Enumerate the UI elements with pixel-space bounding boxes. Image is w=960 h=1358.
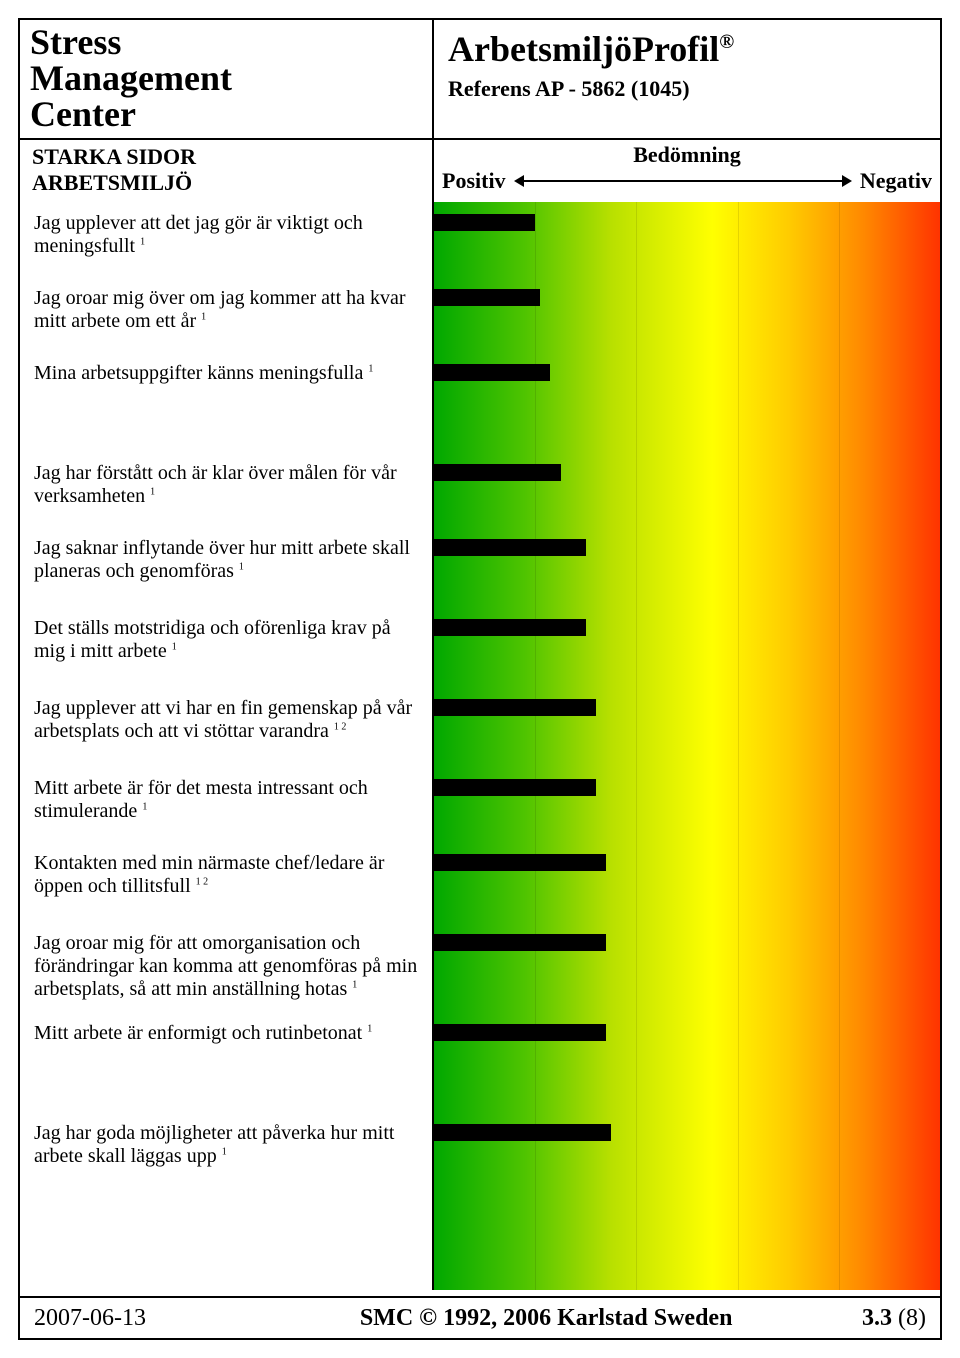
item-label: Jag oroar mig för att omorganisation och… [20, 932, 434, 1001]
frame: Stress Management Center ArbetsmiljöProf… [18, 18, 942, 1340]
value-bar [434, 619, 586, 636]
section-heading: STARKA SIDOR ARBETSMILJÖ [20, 140, 432, 202]
scale-header: Bedömning Positiv Negativ [434, 140, 940, 202]
body: STARKA SIDOR ARBETSMILJÖ Bedömning Posit… [20, 140, 940, 1290]
item-label: Jag saknar inflytande över hur mitt arbe… [20, 537, 434, 583]
value-bar [434, 364, 550, 381]
org-line-3: Center [30, 96, 422, 132]
item-label: Mitt arbete är för det mesta intressant … [20, 777, 434, 823]
footer-date: 2007-06-13 [34, 1305, 230, 1332]
item-label: Det ställs motstridiga och oförenliga kr… [20, 617, 434, 663]
org-line-1: Stress [30, 24, 422, 60]
item-label: Mitt arbete är enformigt och rutinbetona… [20, 1022, 434, 1045]
org-line-2: Management [30, 60, 422, 96]
value-bar [434, 464, 561, 481]
scale-left-label: Positiv [442, 168, 506, 194]
report-title: ArbetsmiljöProfil® [448, 28, 926, 70]
registered-mark: ® [719, 31, 734, 53]
value-bar [434, 699, 596, 716]
value-bar [434, 214, 535, 231]
items-area: Jag upplever att det jag gör är viktigt … [20, 202, 940, 1290]
value-bar [434, 539, 586, 556]
value-bar [434, 779, 596, 796]
header: Stress Management Center ArbetsmiljöProf… [20, 20, 940, 140]
item-label: Jag har goda möjligheter att påverka hur… [20, 1122, 434, 1168]
scale-title: Bedömning [442, 142, 932, 168]
page: Stress Management Center ArbetsmiljöProf… [0, 0, 960, 1358]
org-name: Stress Management Center [20, 20, 434, 138]
value-bar [434, 1024, 606, 1041]
value-bar [434, 289, 540, 306]
section-heading-line-2: ARBETSMILJÖ [32, 170, 420, 196]
scale-right-label: Negativ [860, 168, 932, 194]
item-label: Kontakten med min närmaste chef/ledare ä… [20, 852, 434, 898]
value-bar [434, 934, 606, 951]
section-heading-line-1: STARKA SIDOR [32, 144, 420, 170]
header-right: ArbetsmiljöProfil® Referens AP - 5862 (1… [434, 20, 940, 138]
footer-page: 3.3 (8) [862, 1305, 926, 1332]
item-label: Jag oroar mig över om jag kommer att ha … [20, 287, 434, 333]
scale-labels: Positiv Negativ [442, 168, 932, 194]
item-label: Mina arbetsuppgifter känns meningsfulla … [20, 362, 434, 385]
value-bar [434, 1124, 611, 1141]
item-label: Jag upplever att vi har en fin gemenskap… [20, 697, 434, 743]
scale-arrow [516, 180, 850, 182]
item-label: Jag har förstått och är klar över målen … [20, 462, 434, 508]
footer: 2007-06-13 SMC © 1992, 2006 Karlstad Swe… [20, 1296, 940, 1338]
reference-line: Referens AP - 5862 (1045) [448, 76, 926, 102]
value-bar [434, 854, 606, 871]
footer-copyright: SMC © 1992, 2006 Karlstad Sweden [230, 1305, 862, 1332]
item-label: Jag upplever att det jag gör är viktigt … [20, 212, 434, 258]
